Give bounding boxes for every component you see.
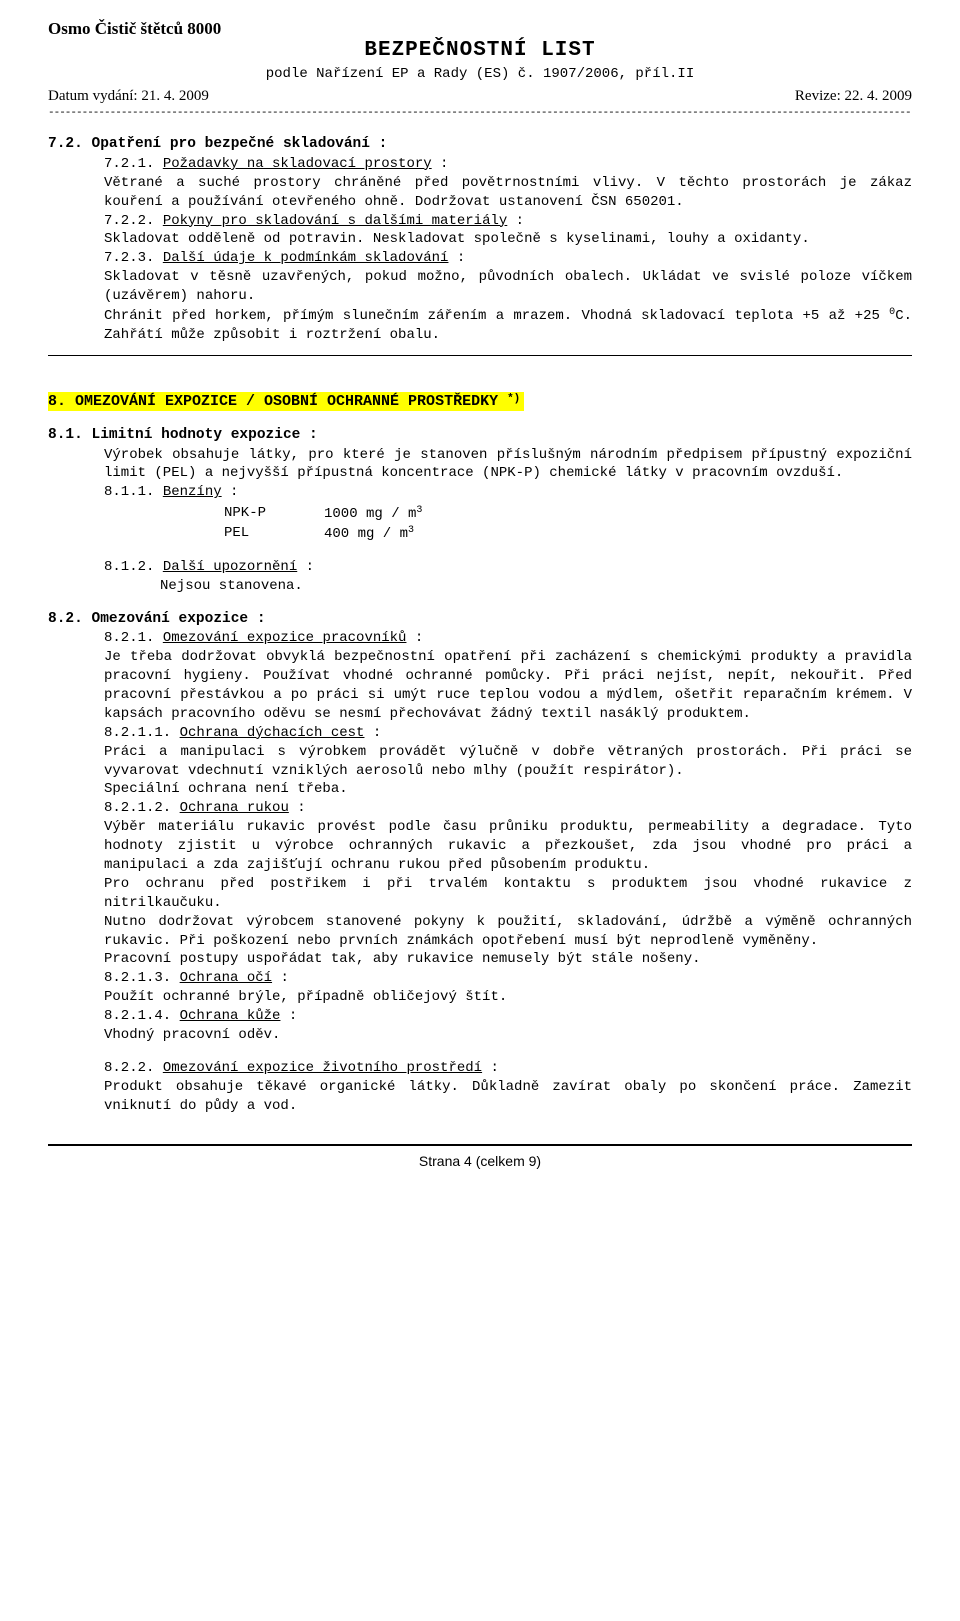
label-8-2-1-4: 8.2.1.4. xyxy=(104,1008,180,1024)
label-8-1-1: 8.1.1. xyxy=(104,484,163,500)
revision-date: Revize: 22. 4. 2009 xyxy=(795,86,912,106)
text-8-2-1-3: Použít ochranné brýle, případně obličejo… xyxy=(104,988,912,1007)
section-7-2-heading: 7.2. Opatření pro bezpečné skladování : xyxy=(48,135,912,155)
colon-7-2-3: : xyxy=(448,250,465,266)
label-7-2-2: 7.2.2. xyxy=(104,213,163,229)
text-8-2-1-1b: Speciální ochrana není třeba. xyxy=(104,780,912,799)
section-8-title-text: 8. OMEZOVÁNÍ EXPOZICE / OSOBNÍ OCHRANNÉ … xyxy=(48,393,507,410)
header-dates-row: Datum vydání: 21. 4. 2009 Revize: 22. 4.… xyxy=(48,86,912,106)
document-title: BEZPEČNOSTNÍ LIST xyxy=(48,37,912,65)
text-8-2-1-2d: Pracovní postupy uspořádat tak, aby ruka… xyxy=(104,950,912,969)
title-8-2-1-1: Ochrana dýchacích cest xyxy=(180,725,365,741)
page-footer: Strana 4 (celkem 9) xyxy=(48,1144,912,1171)
head-8-2-2: 8.2.2. Omezování expozice životního pros… xyxy=(104,1059,912,1078)
section-8-1-body: Výrobek obsahuje látky, pro které je sta… xyxy=(104,446,912,503)
section-8-title: 8. OMEZOVÁNÍ EXPOZICE / OSOBNÍ OCHRANNÉ … xyxy=(48,392,912,412)
para-8-1-1: 8.1.1. Benzíny : xyxy=(104,483,912,502)
colon-8-1-2: : xyxy=(297,559,314,575)
limit-unit-exp-2: 3 xyxy=(408,525,414,536)
document-subtitle: podle Nařízení EP a Rady (ES) č. 1907/20… xyxy=(48,65,912,84)
text-8-2-1-2b: Pro ochranu před postřikem i při trvalém… xyxy=(104,875,912,913)
page-header: Osmo Čistič štětců 8000 BEZPEČNOSTNÍ LIS… xyxy=(48,18,912,106)
limit-label-pel: PEL xyxy=(224,524,324,544)
limit-value-npk-text: 1000 mg / m xyxy=(324,506,416,522)
title-8-1-2: Další upozornění xyxy=(163,559,297,575)
title-8-2-2: Omezování expozice životního prostředí xyxy=(163,1060,482,1076)
divider-after-7 xyxy=(48,355,912,356)
label-8-2-1-3: 8.2.1.3. xyxy=(104,970,180,986)
para-7-2-2: 7.2.2. Pokyny pro skladování s dalšími m… xyxy=(104,212,912,231)
title-8-2-1: Omezování expozice pracovníků xyxy=(163,630,407,646)
text-8-2-1-4: Vhodný pracovní oděv. xyxy=(104,1026,912,1045)
label-8-1-2: 8.1.2. xyxy=(104,559,163,575)
section-8-highlight: 8. OMEZOVÁNÍ EXPOZICE / OSOBNÍ OCHRANNÉ … xyxy=(48,392,524,411)
text-8-2-1-1a: Práci a manipulaci s výrobkem provádět v… xyxy=(104,743,912,781)
label-8-2-1: 8.2.1. xyxy=(104,630,163,646)
title-8-2-1-4: Ochrana kůže xyxy=(180,1008,281,1024)
section-8-1: 8.1. Limitní hodnoty expozice : Výrobek … xyxy=(48,426,912,596)
section-7-2: 7.2. Opatření pro bezpečné skladování : … xyxy=(48,135,912,344)
head-8-2-1-4: 8.2.1.4. Ochrana kůže : xyxy=(104,1007,912,1026)
head-8-2-1: 8.2.1. Omezování expozice pracovníků : xyxy=(104,629,912,648)
label-7-2-3: 7.2.3. xyxy=(104,250,163,266)
section-8-2-body: 8.2.1. Omezování expozice pracovníků : J… xyxy=(104,629,912,1115)
colon-8-1-1: : xyxy=(222,484,239,500)
limit-row-pel: PEL 400 mg / m3 xyxy=(104,524,912,544)
colon-8-2-1-4: : xyxy=(280,1008,297,1024)
colon-7-2-2: : xyxy=(507,213,524,229)
title-7-2-1: Požadavky na skladovací prostory xyxy=(163,156,432,172)
text-7-2-3a: Skladovat v těsně uzavřených, pokud možn… xyxy=(104,268,912,306)
head-8-1-2: 8.1.2. Další upozornění : xyxy=(104,558,912,577)
colon-8-2-1: : xyxy=(406,630,423,646)
header-separator: ----------------------------------------… xyxy=(48,106,912,121)
section-8-2: 8.2. Omezování expozice : 8.2.1. Omezová… xyxy=(48,610,912,1116)
section-8-1-heading: 8.1. Limitní hodnoty expozice : xyxy=(48,426,912,446)
title-7-2-3: Další údaje k podmínkám skladování xyxy=(163,250,449,266)
para-8-1-2: 8.1.2. Další upozornění : Nejsou stanove… xyxy=(104,558,912,596)
limit-row-npk: NPK-P 1000 mg / m3 xyxy=(104,504,912,524)
issue-date: Datum vydání: 21. 4. 2009 xyxy=(48,86,209,106)
limit-spacer-2 xyxy=(104,524,224,544)
title-8-2-1-3: Ochrana očí xyxy=(180,970,272,986)
limit-spacer xyxy=(104,504,224,524)
text-7-2-3b-part1: Chránit před horkem, přímým slunečním zá… xyxy=(104,308,889,324)
label-8-2-1-1: 8.2.1.1. xyxy=(104,725,180,741)
text-8-1-2: Nejsou stanovena. xyxy=(160,577,912,596)
para-7-2-3: 7.2.3. Další údaje k podmínkám skladován… xyxy=(104,249,912,268)
section-8-footnote-mark: *) xyxy=(507,393,520,405)
footer-rule xyxy=(48,1144,912,1146)
limit-value-pel-text: 400 mg / m xyxy=(324,526,408,542)
colon-8-2-2: : xyxy=(482,1060,499,1076)
label-7-2-1: 7.2.1. xyxy=(104,156,163,172)
head-8-2-1-3: 8.2.1.3. Ochrana očí : xyxy=(104,969,912,988)
section-7-2-body: 7.2.1. Požadavky na skladovací prostory … xyxy=(104,155,912,345)
para-7-2-1: 7.2.1. Požadavky na skladovací prostory … xyxy=(104,155,912,174)
exposure-limits-table: NPK-P 1000 mg / m3 PEL 400 mg / m3 xyxy=(104,504,912,544)
page-number: Strana 4 (celkem 9) xyxy=(48,1152,912,1171)
colon-8-2-1-2: : xyxy=(289,800,306,816)
text-8-1: Výrobek obsahuje látky, pro které je sta… xyxy=(104,446,912,484)
head-8-2-1-2: 8.2.1.2. Ochrana rukou : xyxy=(104,799,912,818)
title-8-2-1-2: Ochrana rukou xyxy=(180,800,289,816)
text-8-2-2: Produkt obsahuje těkavé organické látky.… xyxy=(104,1078,912,1116)
title-7-2-2: Pokyny pro skladování s dalšími materiál… xyxy=(163,213,507,229)
text-7-2-1: Větrané a suché prostory chráněné před p… xyxy=(104,174,912,212)
colon-8-2-1-1: : xyxy=(364,725,381,741)
limit-unit-exp-1: 3 xyxy=(416,505,422,516)
title-8-1-1: Benzíny xyxy=(163,484,222,500)
limit-label-npk: NPK-P xyxy=(224,504,324,524)
limit-value-npk: 1000 mg / m3 xyxy=(324,504,422,524)
text-8-2-1-2c: Nutno dodržovat výrobcem stanovené pokyn… xyxy=(104,913,912,951)
section-8-2-heading: 8.2. Omezování expozice : xyxy=(48,610,912,630)
colon-7-2-1: : xyxy=(432,156,449,172)
text-8-2-1-2a: Výběr materiálu rukavic provést podle ča… xyxy=(104,818,912,875)
head-8-2-1-1: 8.2.1.1. Ochrana dýchacích cest : xyxy=(104,724,912,743)
label-8-2-1-2: 8.2.1.2. xyxy=(104,800,180,816)
text-7-2-2: Skladovat odděleně od potravin. Nesklado… xyxy=(104,230,912,249)
colon-8-2-1-3: : xyxy=(272,970,289,986)
label-8-2-2: 8.2.2. xyxy=(104,1060,163,1076)
text-8-2-1: Je třeba dodržovat obvyklá bezpečnostní … xyxy=(104,648,912,724)
limit-value-pel: 400 mg / m3 xyxy=(324,524,414,544)
text-7-2-3b: Chránit před horkem, přímým slunečním zá… xyxy=(104,306,912,345)
